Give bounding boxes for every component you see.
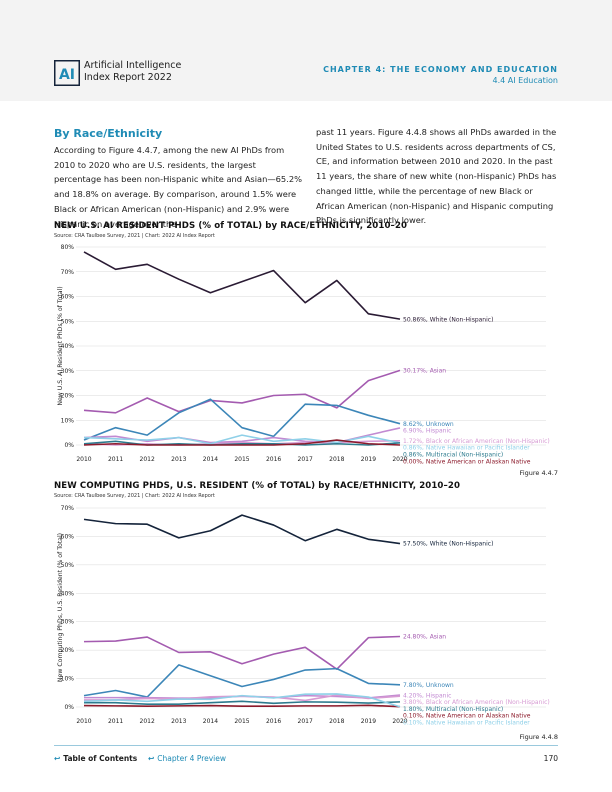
subchapter-title: 4.4 AI Education bbox=[492, 76, 558, 85]
chart2-title: NEW COMPUTING PHDS, U.S. RESIDENT (% of … bbox=[54, 481, 461, 491]
chart2-ytick-label: 40% bbox=[61, 590, 75, 597]
chart2-figure-label: Figure 4.4.8 bbox=[519, 733, 558, 741]
chart2-source: Source: CRA Taulbee Survey, 2021 | Chart… bbox=[54, 493, 215, 499]
chart2-series-label: 4.20%, Hispanic bbox=[403, 692, 451, 699]
chart2: New Computing PhDs, U.S. Resident (% of … bbox=[57, 505, 550, 726]
chart2-series-label: 0.10%, Native Hawaiian or Pacific Island… bbox=[403, 719, 530, 726]
chart1-xtick-label: 2015 bbox=[234, 456, 249, 463]
chart2-series-label: 3.80%, Black or African American (Non-Hi… bbox=[403, 699, 550, 706]
return-arrow-icon: ↩ bbox=[148, 754, 155, 763]
chart1-xtick-label: 2017 bbox=[298, 456, 313, 463]
chapter-preview-label: Chapter 4 Preview bbox=[157, 754, 227, 763]
chart1-series-label: 0.86%, Native Hawaiian or Pacific Island… bbox=[403, 445, 530, 452]
chart2-ytick-label: 70% bbox=[61, 505, 75, 512]
table-of-contents-link[interactable]: ↩ Table of Contents bbox=[54, 754, 137, 763]
chart1-ytick-label: 30% bbox=[61, 368, 75, 375]
chart1-ytick-label: 60% bbox=[61, 294, 75, 301]
chart2-series-line bbox=[83, 635, 401, 670]
chart1-series-line bbox=[83, 251, 401, 320]
chart2-series-line bbox=[83, 704, 401, 708]
chart1-series-line bbox=[83, 398, 401, 441]
chart2-series-label: 24.80%, Asian bbox=[403, 634, 446, 641]
chart1-xtick-label: 2011 bbox=[108, 456, 123, 463]
chart1-xtick-label: 2014 bbox=[203, 456, 218, 463]
chart1-series-line bbox=[83, 434, 401, 445]
chart1-xtick-label: 2019 bbox=[361, 456, 376, 463]
chart1-series-label: 50.86%, White (Non-Hispanic) bbox=[403, 316, 493, 323]
chart2-xtick-label: 2019 bbox=[361, 718, 376, 725]
chart1-ytick-label: 50% bbox=[61, 318, 75, 325]
chart2-series-label: 1.80%, Multiracial (Non-Hispanic) bbox=[403, 706, 503, 713]
chart2-xtick-label: 2011 bbox=[108, 718, 123, 725]
chart1-xtick-label: 2010 bbox=[76, 456, 91, 463]
report-title-line1: Artificial Intelligence bbox=[84, 60, 182, 71]
chart1-series-label: 0.86%, Multiracial (Non-Hispanic) bbox=[403, 452, 503, 459]
chart2-xtick-label: 2020 bbox=[392, 718, 407, 725]
toc-label: Table of Contents bbox=[63, 754, 138, 763]
footer-rule bbox=[54, 745, 558, 746]
chart2-xtick-label: 2012 bbox=[140, 718, 155, 725]
chart2-xtick-label: 2018 bbox=[329, 718, 344, 725]
chart1-xtick-label: 2020 bbox=[392, 456, 407, 463]
chart1-series-line bbox=[83, 440, 401, 446]
chart1: New U.S. AI Resident PhDs (% of Total) 0%… bbox=[57, 244, 550, 465]
chart1-xtick-label: 2018 bbox=[329, 456, 344, 463]
chart2-series-line bbox=[83, 693, 401, 708]
logo-text: AI bbox=[59, 67, 75, 83]
chart2-ytick-label: 0% bbox=[64, 704, 74, 711]
chart1-ytick-label: 0% bbox=[64, 442, 74, 449]
chart1-ytick-label: 40% bbox=[61, 343, 75, 350]
chart1-ylabel: New U.S. AI Resident PhDs (% of Total) bbox=[57, 286, 64, 405]
chart1-xtick-label: 2016 bbox=[266, 456, 281, 463]
chart1-xtick-label: 2013 bbox=[171, 456, 186, 463]
chart2-ytick-label: 50% bbox=[61, 562, 75, 569]
chart2-xtick-label: 2013 bbox=[171, 718, 186, 725]
chart1-series-label: 0.00%, Native American or Alaskan Native bbox=[403, 458, 531, 465]
chart2-ytick-label: 20% bbox=[61, 647, 75, 654]
chart1-series-label: 8.62%, Unknown bbox=[403, 421, 454, 428]
chart1-series-label: 1.72%, Black or African American (Non-Hi… bbox=[403, 438, 550, 445]
chart1-series-label: 30.17%, Asian bbox=[403, 368, 446, 375]
body-text-col1: According to Figure 4.4.7, among the new… bbox=[54, 145, 303, 229]
chart2-xtick-label: 2016 bbox=[266, 718, 281, 725]
chart1-figure-label: Figure 4.4.7 bbox=[519, 469, 558, 477]
section-title: By Race/Ethnicity bbox=[54, 127, 163, 140]
return-arrow-icon: ↩ bbox=[54, 754, 61, 763]
chart1-series-line bbox=[83, 439, 401, 446]
chart2-xtick-label: 2017 bbox=[298, 718, 313, 725]
chart2-ytick-label: 30% bbox=[61, 619, 75, 626]
body-text-col2: past 11 years. Figure 4.4.8 shows all Ph… bbox=[316, 127, 557, 226]
chart2-ytick-label: 10% bbox=[61, 676, 75, 683]
chart2-xtick-label: 2010 bbox=[76, 718, 91, 725]
chart1-ytick-label: 20% bbox=[61, 393, 75, 400]
chapter-title: CHAPTER 4: THE ECONOMY AND EDUCATION bbox=[323, 65, 558, 74]
chart1-series-label: 6.90%, Hispanic bbox=[403, 428, 451, 435]
chart2-series-line bbox=[83, 664, 401, 698]
chart2-series-line bbox=[83, 514, 401, 545]
chart1-ytick-label: 70% bbox=[61, 269, 75, 276]
ai-index-logo: AI bbox=[54, 60, 80, 86]
chart1-series-line bbox=[83, 369, 401, 414]
chart1-title: NEW U.S. AI RESIDENT PHDS (% of TOTAL) b… bbox=[54, 221, 408, 231]
chart2-series-label: 0.10%, Native American or Alaskan Native bbox=[403, 713, 531, 720]
chapter-preview-link[interactable]: ↩ Chapter 4 Preview bbox=[148, 754, 226, 763]
chart1-xtick-label: 2012 bbox=[140, 456, 155, 463]
header-band bbox=[0, 0, 612, 101]
page-number: 170 bbox=[543, 754, 558, 763]
chart2-series-label: 7.80%, Unknown bbox=[403, 682, 454, 689]
chart1-source: Source: CRA Taulbee Survey, 2021 | Chart… bbox=[54, 233, 215, 239]
chart2-series-line bbox=[84, 700, 401, 705]
report-title-line2: Index Report 2022 bbox=[84, 72, 172, 83]
chart1-ytick-label: 10% bbox=[61, 417, 75, 424]
chart2-ytick-label: 60% bbox=[61, 533, 75, 540]
chart2-ylabel: New Computing PhDs, U.S. Resident (% of … bbox=[57, 533, 64, 682]
chart1-ytick-label: 80% bbox=[61, 244, 75, 251]
chart2-xtick-label: 2015 bbox=[234, 718, 249, 725]
chart2-series-label: 57.50%, White (Non-Hispanic) bbox=[403, 541, 493, 548]
report-title: Artificial Intelligence Index Report 202… bbox=[84, 60, 181, 84]
chart2-xtick-label: 2014 bbox=[203, 718, 218, 725]
